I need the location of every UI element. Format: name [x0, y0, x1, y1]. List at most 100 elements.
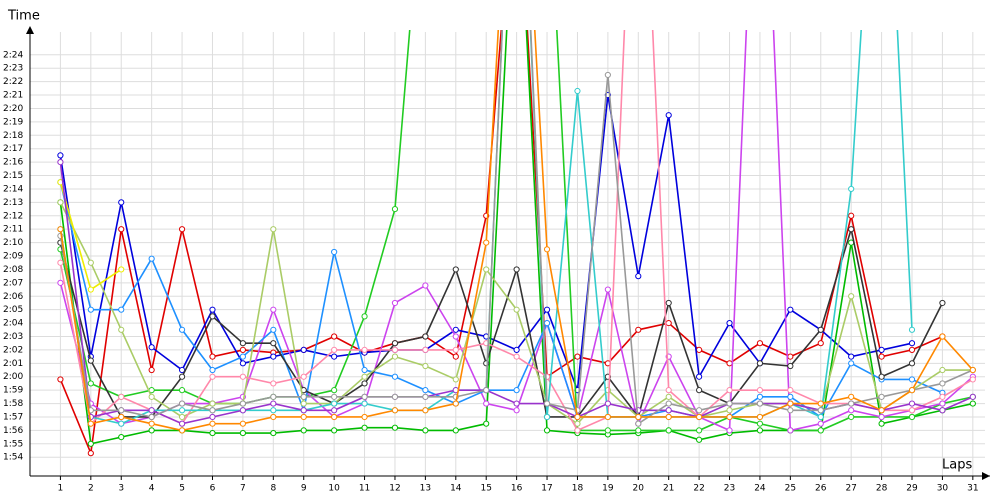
- data-point: [118, 326, 125, 333]
- data-point: [574, 427, 581, 434]
- data-point: [483, 239, 490, 246]
- data-point: [848, 353, 855, 360]
- data-point: [513, 407, 520, 414]
- data-point: [118, 306, 125, 313]
- series-line: [59, 30, 943, 457]
- x-arrow: [982, 472, 990, 480]
- data-point: [543, 306, 551, 313]
- y-tick-label: 2:11: [3, 225, 23, 235]
- data-point: [270, 226, 277, 233]
- data-point: [665, 427, 672, 434]
- data-point: [87, 380, 94, 387]
- data-point: [361, 400, 368, 407]
- y-tick-label: 2:04: [3, 319, 23, 329]
- data-point: [331, 407, 338, 414]
- x-tick-label: 3: [118, 484, 124, 494]
- y-tick-label: 2:03: [3, 332, 23, 342]
- data-point: [939, 366, 946, 374]
- data-point: [939, 299, 946, 307]
- data-point: [178, 427, 186, 434]
- data-point: [270, 429, 277, 437]
- x-tick-label: 7: [240, 484, 246, 494]
- data-point: [878, 413, 885, 421]
- data-point: [391, 346, 399, 354]
- data-point: [422, 362, 429, 370]
- data-point: [787, 427, 794, 434]
- x-axis-title: Laps: [942, 458, 972, 473]
- data-point: [239, 346, 246, 354]
- data-point: [178, 373, 186, 380]
- data-point: [178, 400, 186, 407]
- data-point: [817, 413, 824, 421]
- data-point: [209, 413, 216, 421]
- data-point: [483, 400, 490, 407]
- data-point: [178, 226, 186, 233]
- y-tick-label: 2:01: [3, 359, 23, 369]
- data-point: [665, 407, 672, 414]
- data-point: [878, 373, 885, 380]
- data-point: [908, 407, 916, 414]
- data-point: [696, 407, 703, 414]
- data-point: [817, 407, 824, 414]
- data-point: [118, 199, 125, 206]
- data-point: [209, 366, 216, 374]
- data-point: [756, 340, 764, 347]
- y-tick-label: 2:09: [3, 252, 23, 262]
- data-point: [513, 306, 520, 313]
- data-point: [665, 112, 672, 119]
- y-tick-label: 2:05: [3, 305, 23, 315]
- data-point: [361, 366, 368, 374]
- data-point: [331, 427, 338, 434]
- data-point: [817, 326, 824, 333]
- y-tick-label: 2:12: [3, 211, 23, 221]
- data-point: [513, 266, 520, 273]
- data-point: [118, 393, 125, 400]
- data-point: [178, 407, 186, 414]
- data-point: [422, 387, 429, 394]
- data-point: [574, 87, 581, 95]
- data-point: [178, 326, 186, 333]
- data-point: [787, 393, 794, 400]
- data-point: [452, 353, 459, 360]
- data-point: [270, 353, 277, 360]
- series-line: [59, 182, 943, 419]
- data-point: [57, 279, 64, 286]
- data-point: [239, 360, 246, 367]
- y-tick-label: 1:55: [3, 439, 23, 449]
- data-point: [178, 387, 186, 394]
- data-point: [209, 420, 216, 427]
- data-point: [452, 266, 459, 273]
- data-point: [878, 346, 885, 354]
- data-point: [239, 353, 246, 360]
- data-point: [118, 413, 125, 421]
- data-point: [331, 353, 338, 360]
- data-point: [696, 427, 703, 434]
- data-point: [239, 400, 246, 407]
- data-point: [300, 407, 307, 414]
- x-tick-label: 23: [724, 484, 735, 494]
- data-point: [331, 387, 338, 394]
- data-point: [118, 226, 125, 233]
- y-arrow: [26, 26, 34, 34]
- data-point: [391, 353, 399, 360]
- data-point: [969, 366, 976, 374]
- data-point: [726, 427, 733, 434]
- data-point: [270, 413, 277, 421]
- y-tick-label: 2:10: [3, 238, 23, 248]
- data-point: [148, 393, 155, 400]
- data-point: [969, 376, 976, 383]
- x-tick-label: 4: [149, 484, 155, 494]
- y-tick-label: 2:06: [3, 292, 23, 302]
- x-tick-label: 31: [967, 484, 978, 494]
- data-point: [148, 427, 155, 434]
- data-point: [878, 420, 885, 427]
- data-point: [848, 407, 855, 414]
- y-tick-label: 1:57: [3, 412, 23, 422]
- data-point: [574, 420, 581, 427]
- data-point: [908, 326, 916, 333]
- x-tick-label: 18: [572, 484, 584, 494]
- data-point: [300, 427, 307, 434]
- data-point: [483, 266, 490, 273]
- data-point: [756, 420, 764, 427]
